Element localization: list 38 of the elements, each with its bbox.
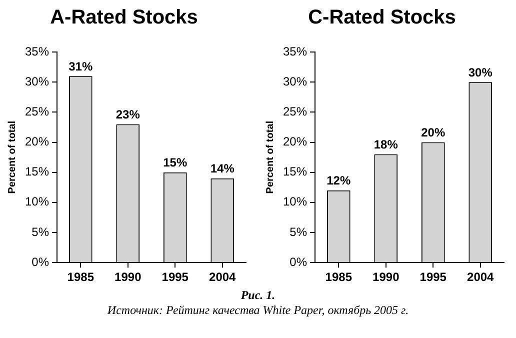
text: Рис. 1.: [240, 288, 276, 303]
y-tick-label: 30%: [24, 74, 50, 88]
x-tick-label: 1995: [162, 270, 189, 284]
data-label: 15%: [163, 156, 188, 170]
x-tick-label: 1985: [67, 270, 94, 284]
y-tick-label: 20%: [24, 134, 50, 149]
x-tick-label: 1985: [325, 270, 352, 284]
data-label: 31%: [68, 59, 93, 74]
y-tick-label: 5%: [290, 224, 308, 239]
text: Источник: Рейтинг качества White Paper, октябрь 2005 г.: [106, 303, 410, 318]
x-tick-label: 2004: [467, 270, 494, 284]
chart-title: C-Rated Stocks: [308, 6, 456, 29]
x-tick-label: 1995: [420, 270, 447, 284]
data-label: 20%: [421, 126, 446, 140]
y-axis-title: Percent of total: [264, 120, 276, 194]
y-tick-label: 35%: [24, 44, 50, 58]
y-axis-title: Percent of total: [6, 120, 18, 194]
y-tick-label: 30%: [282, 74, 308, 88]
data-label: 30%: [468, 65, 493, 80]
data-label: 18%: [374, 138, 398, 152]
x-tick-label: 1990: [114, 270, 142, 284]
y-tick-label: 20%: [282, 134, 308, 149]
chart-title: A-Rated Stocks: [50, 6, 198, 29]
y-tick-label: 15%: [282, 164, 308, 179]
x-tick-label: 1990: [372, 270, 400, 284]
y-tick-label: 15%: [24, 164, 50, 179]
y-tick-label: 0%: [32, 254, 50, 269]
y-tick-label: 25%: [282, 104, 308, 118]
x-tick-label: 2004: [209, 270, 236, 284]
y-tick-label: 5%: [32, 224, 50, 239]
y-tick-label: 35%: [282, 44, 308, 58]
data-label: 14%: [210, 162, 235, 176]
y-tick-label: 25%: [24, 104, 50, 118]
y-tick-label: 10%: [24, 194, 50, 209]
data-label: 23%: [116, 108, 140, 122]
data-label: 12%: [326, 174, 351, 188]
y-tick-label: 10%: [282, 194, 308, 209]
y-tick-label: 0%: [290, 254, 308, 269]
